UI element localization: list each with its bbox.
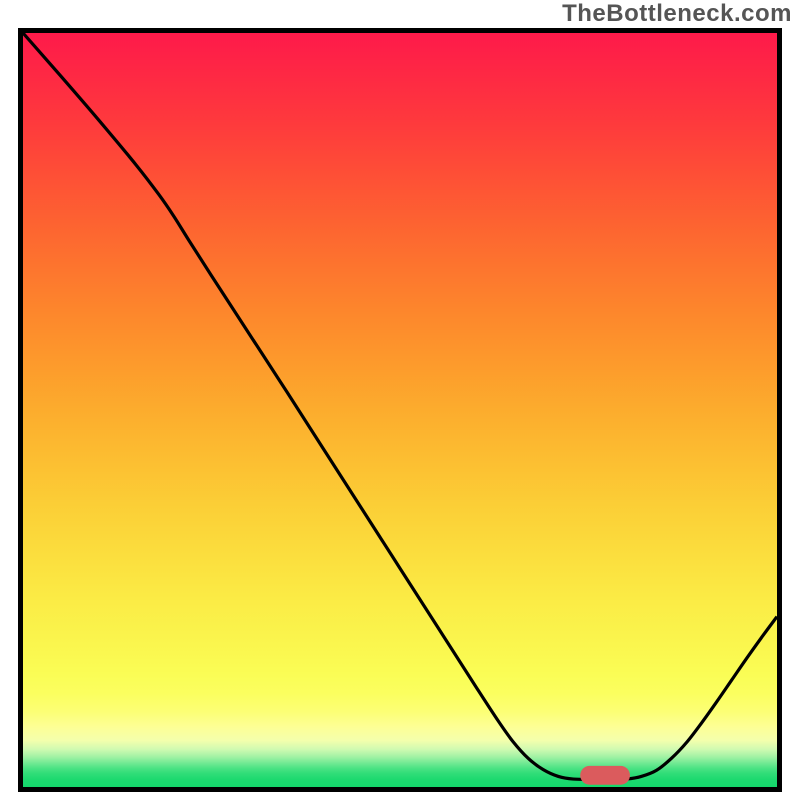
watermark-text: TheBottleneck.com (562, 0, 792, 28)
plot-frame (18, 28, 782, 792)
plot-background (23, 33, 777, 787)
chart-root: TheBottleneck.com (0, 0, 800, 800)
optimum-marker (580, 766, 630, 785)
plot-svg (23, 33, 777, 787)
